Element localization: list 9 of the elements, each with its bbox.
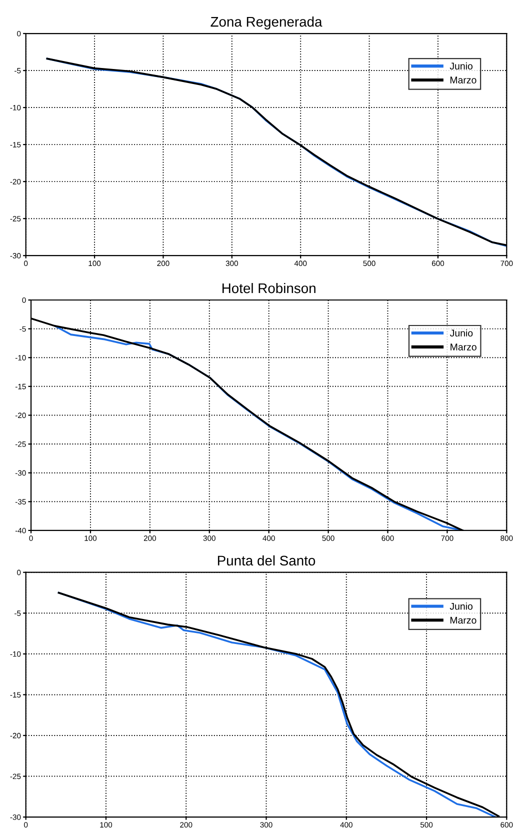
legend-label: Marzo [450, 344, 476, 350]
legend-label: Marzo [450, 616, 476, 624]
chart-title: Punta del Santo [218, 555, 316, 566]
legend-label: Junio [450, 62, 473, 70]
chart-title: Zona Regenerada [210, 16, 322, 30]
legend-label: Junio [450, 329, 473, 337]
chart-title: Hotel Robinson [222, 282, 316, 294]
legend-label: Junio [450, 602, 473, 610]
legend-label: Marzo [450, 76, 476, 84]
